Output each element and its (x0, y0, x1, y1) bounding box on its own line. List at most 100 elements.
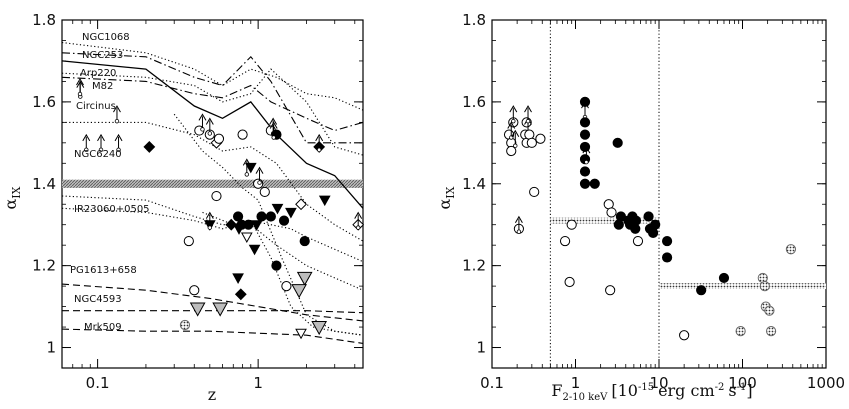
left-y-tick-label: 1.6 (32, 93, 56, 111)
left-point-diamond_f (143, 141, 156, 153)
left-annotation-point-arrow-base (77, 91, 83, 97)
right-x-label-rest: [10 (611, 381, 638, 400)
left-point-arrow-head (269, 117, 278, 125)
right-point-arrow-head (582, 146, 591, 154)
left-point-arrow-base (200, 127, 205, 132)
left-point-circle_f (265, 211, 276, 222)
left-curve-annotations: NGC1068 NGC253 Arp220 M82 Circinus NGC6240 IR2… (70, 32, 150, 333)
right-point-circle_o (632, 235, 644, 247)
left-curve-ngc6240 (61, 195, 364, 291)
right-point-circle_g (785, 244, 797, 255)
right-point-circle_f (579, 178, 591, 189)
left-point-arrow-base (114, 118, 120, 124)
left-point-circle_f (278, 215, 290, 226)
left-point-tri_down_g (291, 284, 307, 299)
left-point-arrow-head (315, 133, 324, 142)
right-y-tick-label: 1.8 (462, 11, 486, 29)
left-point-diamond_f (225, 218, 238, 231)
left-point-arrow-base (257, 180, 262, 185)
right-band-0 (550, 217, 659, 224)
left-y-axis-label-sub: IX (10, 186, 23, 198)
left-point-tri_down_f (271, 203, 284, 215)
left-point-tri_down_f (250, 220, 263, 231)
right-point-circle_g (765, 326, 777, 337)
left-point-arrow-head (198, 113, 207, 121)
right-point-circle_f (718, 272, 730, 284)
left-point-arrow-head (255, 166, 264, 174)
annotation-arp220: Arp220 (80, 68, 116, 79)
annotation-ngc6240: NGC6240 (74, 149, 122, 160)
left-point-arrow-base (355, 225, 361, 230)
right-point-circle_f (630, 215, 642, 226)
right-point-circle_o (529, 186, 540, 198)
right-y-axis-label-sub: IX (444, 186, 457, 198)
left-point-circle_f (299, 235, 310, 247)
right-chart: 11.21.41.61.80.1 1 10 100 1000 F2-10 keV [10-… (435, 11, 845, 403)
right-point-circle_g (735, 326, 746, 337)
right-point-circle_o (535, 133, 546, 144)
left-y-tick-label: 1 (46, 339, 56, 357)
left-point-circle_o (211, 190, 222, 202)
right-y-axis-label-main: α (435, 199, 454, 210)
right-band-1 (659, 283, 826, 289)
left-point-tri_down_f (285, 207, 297, 219)
right-point-circle_f (579, 166, 591, 177)
left-curve-arp220 (61, 60, 364, 209)
right-x-label-sub: 2-10 keV (563, 392, 609, 403)
right-x-tick-label: 0.1 (480, 374, 504, 392)
left-data-points (76, 80, 365, 340)
right-point-circle_f (589, 178, 600, 189)
right-point-circle_f (579, 117, 591, 128)
left-curve-unlabeled (61, 68, 364, 156)
left-curve-pg1613+658 (61, 283, 364, 322)
right-point-arrow-head (514, 215, 523, 223)
left-point-tri_down_f (318, 195, 331, 207)
right-data-points (503, 96, 797, 341)
right-point-circle_f (696, 285, 707, 296)
left-point-arrow-base (98, 147, 104, 153)
right-point-circle_f (650, 219, 661, 230)
left-x-tick-label: 1 (253, 374, 263, 392)
left-point-circle_f (256, 211, 267, 222)
right-x-tick-label: 100 (728, 374, 757, 392)
left-curve-m82 (61, 76, 364, 132)
left-curve-ngc1068 (61, 41, 364, 111)
right-point-circle_o (564, 276, 575, 288)
right-x-axis-label: F2-10 keV [10-15 erg cm-2 s-1] (551, 381, 752, 403)
right-point-arrow-base (511, 118, 516, 124)
left-point-tri_down_o (295, 328, 307, 340)
right-point-circle_o (506, 145, 517, 157)
left-point-circle_o (237, 129, 248, 140)
left-point-circle_g (179, 319, 191, 331)
right-point-circle_f (661, 235, 673, 247)
right-point-arrow-base (516, 229, 522, 234)
right-y-tick-label: 1.2 (462, 257, 486, 275)
right-x-label-sup1: -15 (638, 382, 654, 393)
right-point-arrow-head (581, 101, 589, 109)
right-x-label-sup3: -1 (737, 382, 747, 393)
left-point-diamond_o (295, 198, 307, 211)
left-point-diamond_f (234, 288, 247, 301)
left-point-arrow-head (354, 211, 363, 219)
left-curve-unlabeled (202, 211, 364, 336)
left-point-arrow-base (84, 147, 89, 153)
right-point-circle_o (526, 137, 537, 148)
left-point-circle_o (213, 133, 225, 144)
left-curve-unlabeled (173, 113, 364, 336)
left-curve-mrk509 (61, 328, 364, 344)
right-point-circle_o (606, 207, 617, 218)
annotation-mrk509: Mrk509 (84, 322, 122, 333)
right-point-arrow-head (524, 105, 532, 113)
right-point-circle_f (612, 137, 623, 148)
left-point-tri_down_g (311, 320, 328, 336)
right-flux-limit-lines (549, 20, 660, 368)
right-y-tick-label: 1.4 (462, 175, 486, 193)
left-point-tri_down_g (212, 302, 229, 317)
right-y-tick-label: 1 (476, 339, 486, 357)
left-point-tri_down_o (240, 232, 253, 244)
right-point-arrow-base (584, 159, 589, 165)
right-x-label-erg: erg cm (658, 381, 715, 400)
right-point-circle_o (559, 235, 571, 247)
left-y-tick-label: 1.8 (32, 11, 56, 29)
